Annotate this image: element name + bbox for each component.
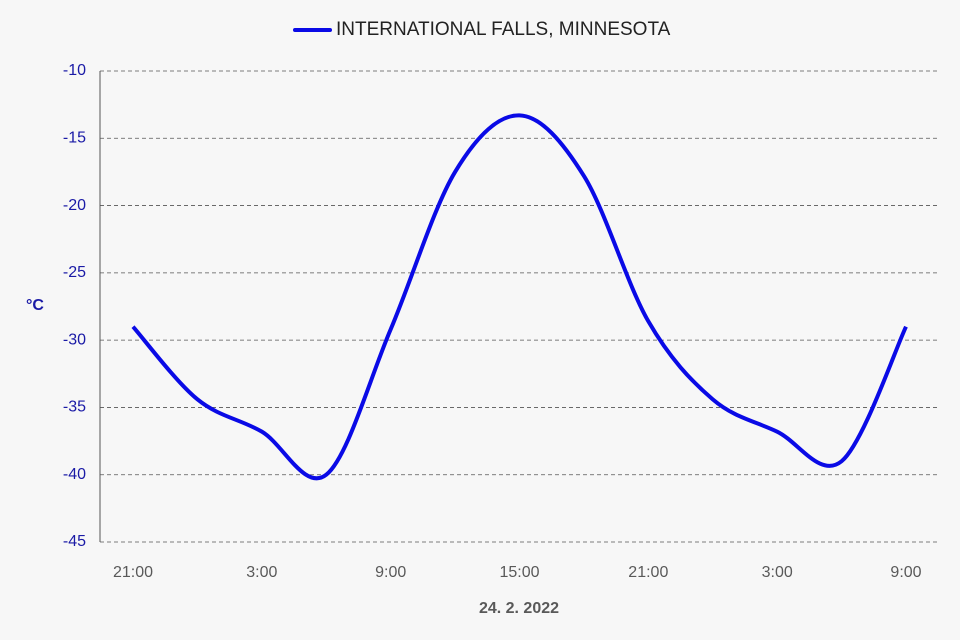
x-tick-label: 9:00: [890, 564, 921, 581]
y-tick-label: -20: [63, 197, 86, 214]
y-tick-label: -40: [63, 466, 86, 483]
x-tick-label: 15:00: [499, 564, 539, 581]
x-tick-label: 3:00: [246, 564, 277, 581]
y-axis-label: °C: [26, 297, 44, 314]
y-tick-label: -45: [63, 533, 86, 550]
line: [131, 113, 908, 481]
x-tick-label: 3:00: [762, 564, 793, 581]
legend-label: INTERNATIONAL FALLS, MINNESOTA: [336, 19, 671, 40]
x-axis-label: 24. 2. 2022: [479, 600, 559, 617]
y-tick-label: -10: [63, 62, 86, 79]
y-tick-label: -30: [63, 331, 86, 348]
x-tick-label: 9:00: [375, 564, 406, 581]
legend: INTERNATIONAL FALLS, MINNESOTA: [293, 19, 671, 40]
x-tick-label: 21:00: [628, 564, 668, 581]
x-tick-label: 21:00: [113, 564, 153, 581]
y-tick-label: -15: [63, 130, 86, 147]
y-tick-label: -35: [63, 399, 86, 416]
y-tick-label: -25: [63, 264, 86, 281]
